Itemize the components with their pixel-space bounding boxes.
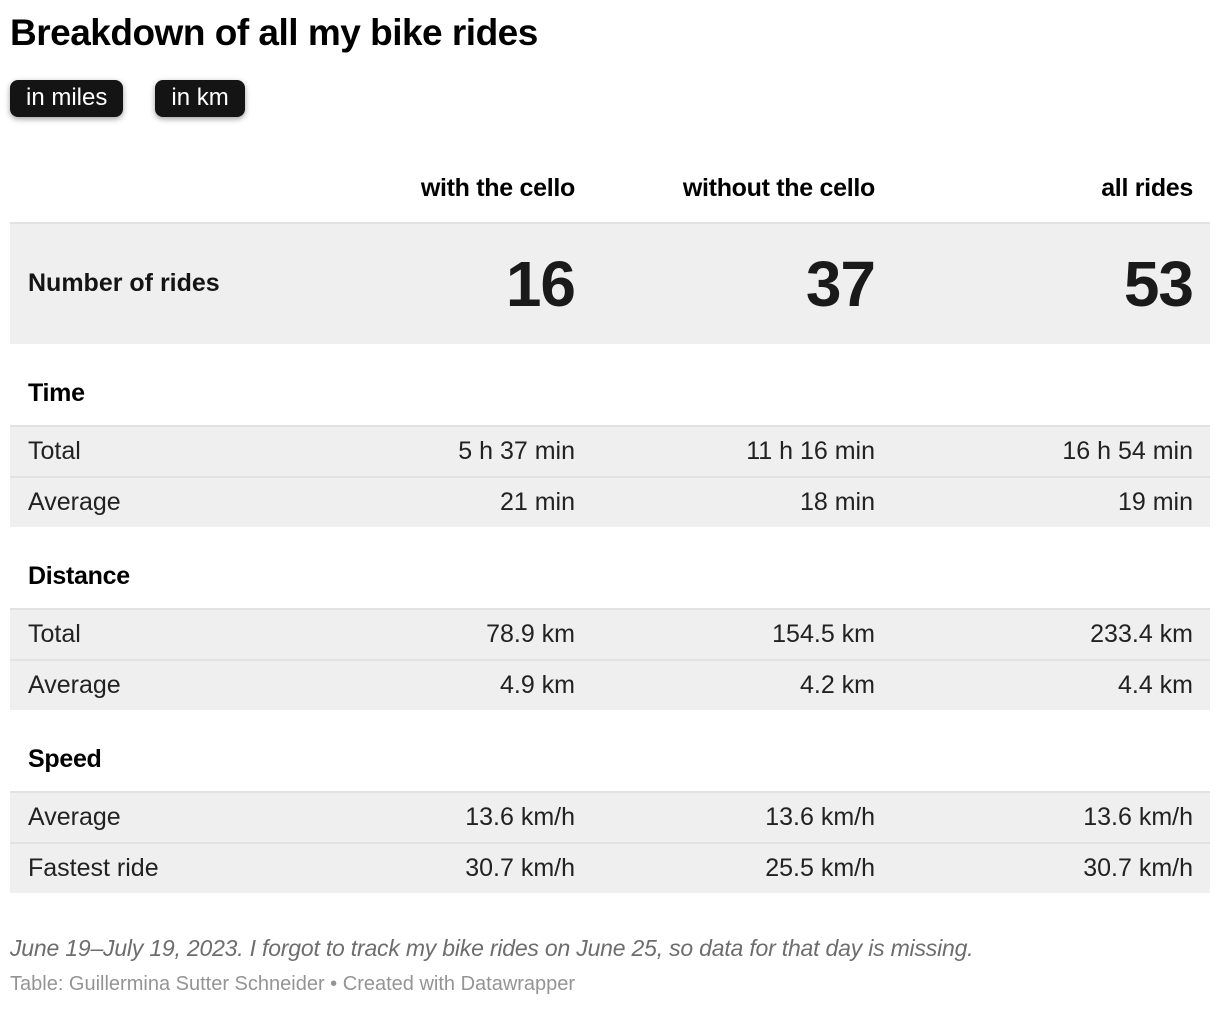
table-row-distance-total: Total 78.9 km 154.5 km 233.4 km [10, 607, 1210, 659]
cell-value: 30.7 km/h [1083, 853, 1193, 882]
byline: Table: Guillermina Sutter Schneider [10, 972, 325, 995]
number-of-rides-with-cello: 16 [505, 247, 576, 320]
unit-button-miles[interactable]: in miles [10, 79, 124, 117]
number-of-rides-row: Number of rides 16 37 53 [10, 221, 1210, 344]
table-row-speed-fastest: Fastest ride 30.7 km/h 25.5 km/h 30.7 km… [10, 841, 1210, 893]
cell-value: 16 h 54 min [1062, 436, 1193, 465]
unit-button-km[interactable]: in km [155, 79, 245, 117]
rides-table: with the cello without the cello all rid… [10, 174, 1210, 893]
row-label: Average [28, 802, 121, 831]
table-row-distance-average: Average 4.9 km 4.2 km 4.4 km [10, 658, 1210, 710]
section-title-speed: Speed [28, 744, 102, 773]
cell-value: 30.7 km/h [465, 853, 575, 882]
datawrapper-table-page: Breakdown of all my bike rides in miles … [10, 12, 1210, 996]
cell-value: 19 min [1117, 487, 1193, 516]
section-time: Time Total 5 h 37 min 11 h 16 min 16 h 5… [10, 379, 1210, 527]
attribution-line: Table: Guillermina Sutter Schneider • Cr… [10, 973, 1210, 996]
cell-value: 11 h 16 min [746, 436, 875, 465]
column-header-without-cello: without the cello [682, 173, 875, 202]
cell-value: 154.5 km [772, 619, 875, 648]
column-header-with-cello: with the cello [420, 173, 575, 202]
row-label: Fastest ride [28, 853, 159, 882]
cell-value: 21 min [499, 487, 575, 516]
cell-value: 4.4 km [1117, 670, 1193, 699]
table-row-speed-average: Average 13.6 km/h 13.6 km/h 13.6 km/h [10, 790, 1210, 842]
cell-value: 233.4 km [1090, 619, 1193, 648]
byline-separator: • [330, 972, 338, 995]
number-of-rides-all: 53 [1123, 247, 1194, 320]
section-speed: Speed Average 13.6 km/h 13.6 km/h 13.6 k… [10, 745, 1210, 893]
number-of-rides-without-cello: 37 [805, 247, 876, 320]
section-title-time: Time [28, 378, 85, 407]
unit-switcher: in miles in km [10, 79, 1210, 117]
cell-value: 13.6 km/h [1083, 802, 1193, 831]
cell-value: 4.9 km [499, 670, 575, 699]
cell-value: 4.2 km [799, 670, 875, 699]
section-distance: Distance Total 78.9 km 154.5 km 233.4 km… [10, 562, 1210, 710]
section-title-distance: Distance [28, 561, 130, 590]
column-header-row: with the cello without the cello all rid… [10, 174, 1210, 222]
table-row-time-total: Total 5 h 37 min 11 h 16 min 16 h 54 min [10, 424, 1210, 476]
column-header-all-rides: all rides [1101, 173, 1193, 202]
page-title: Breakdown of all my bike rides [10, 12, 538, 53]
row-label: Total [28, 619, 81, 648]
row-label: Average [28, 487, 121, 516]
cell-value: 18 min [799, 487, 875, 516]
table-row-time-average: Average 21 min 18 min 19 min [10, 475, 1210, 527]
footnote: June 19–July 19, 2023. I forgot to track… [10, 934, 974, 961]
cell-value: 78.9 km [486, 619, 575, 648]
cell-value: 25.5 km/h [765, 853, 875, 882]
row-label: Number of rides [28, 269, 220, 298]
row-label: Average [28, 670, 121, 699]
row-label: Total [28, 436, 81, 465]
datawrapper-credit-link[interactable]: Created with Datawrapper [342, 972, 576, 995]
cell-value: 5 h 37 min [458, 436, 575, 465]
cell-value: 13.6 km/h [765, 802, 875, 831]
cell-value: 13.6 km/h [465, 802, 575, 831]
